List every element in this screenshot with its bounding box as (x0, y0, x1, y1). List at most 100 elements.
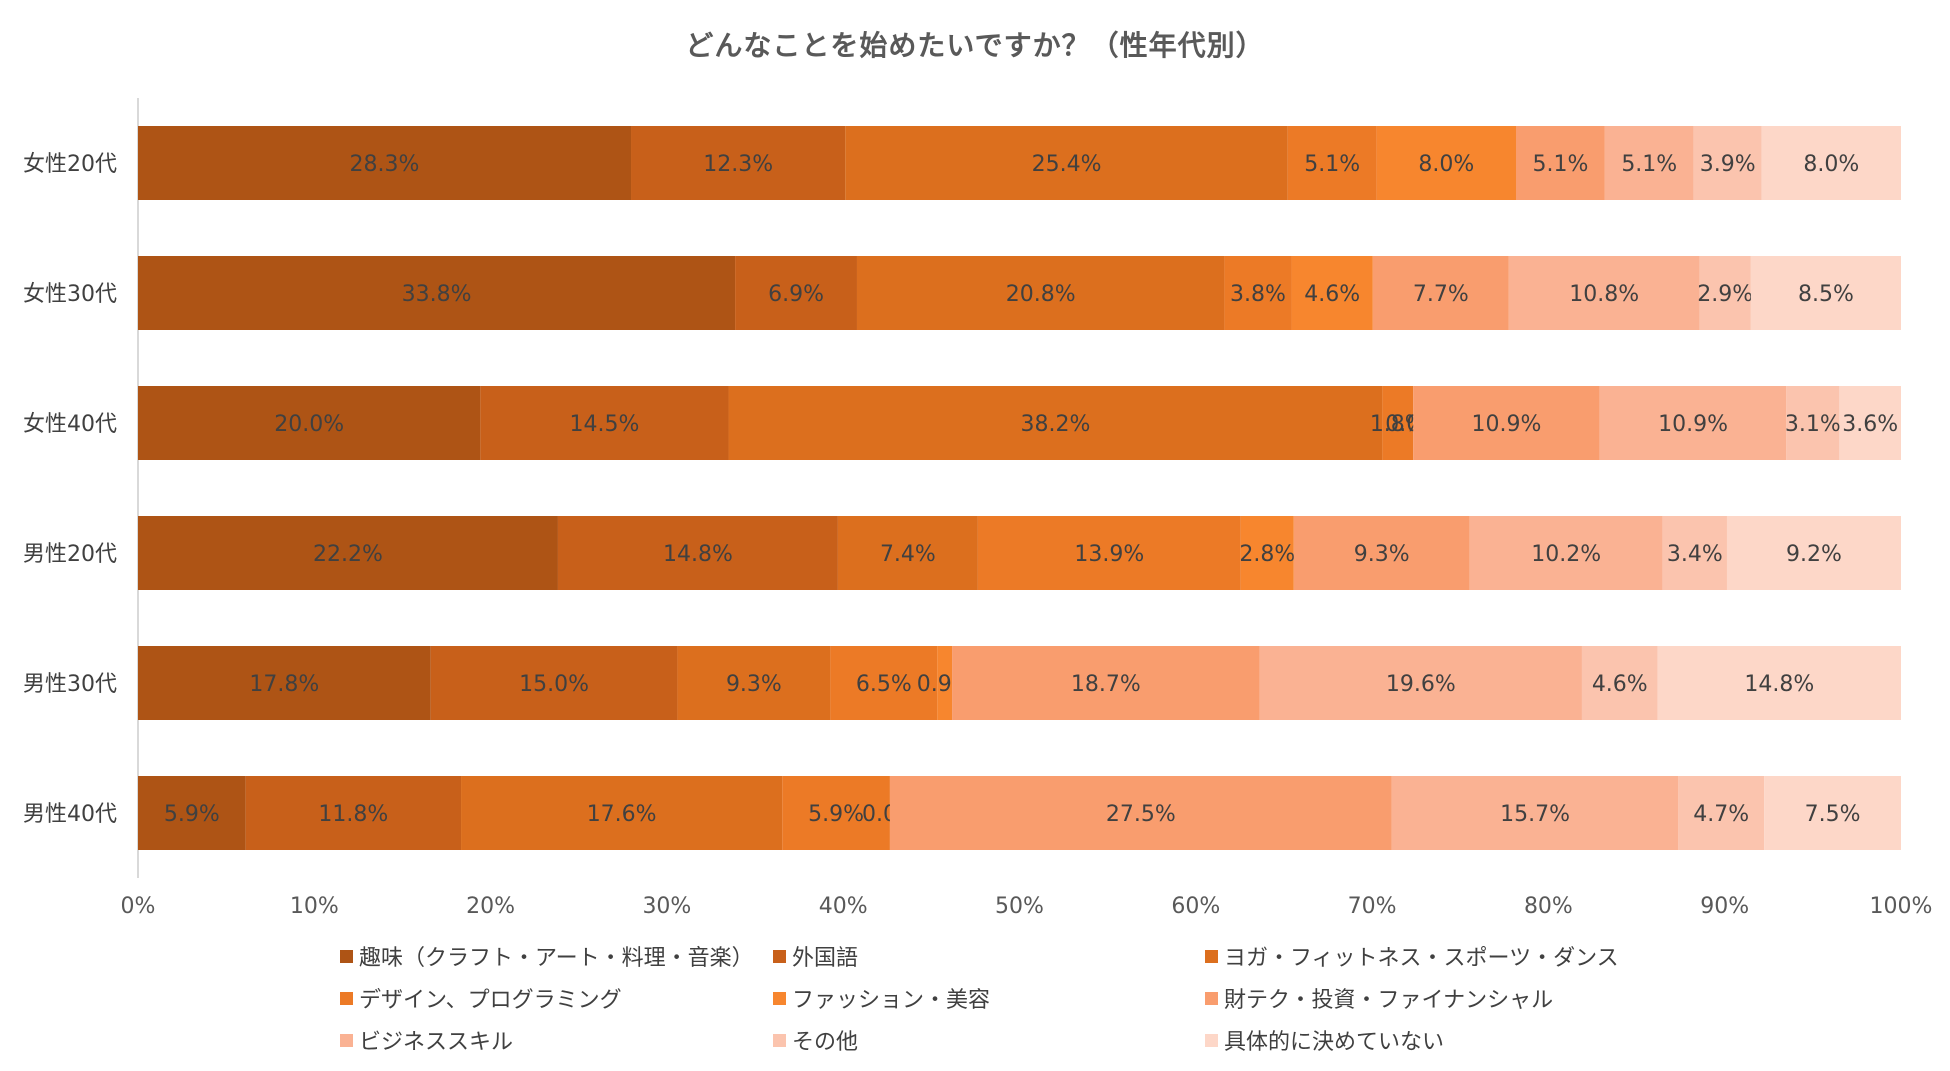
x-tick-label: 30% (642, 894, 691, 919)
data-label: 10.8% (1569, 282, 1639, 307)
data-label: 28.3% (350, 152, 420, 177)
legend-item: ファッション・美容 (773, 982, 990, 1014)
legend-label: 財テク・投資・ファイナンシャル (1224, 988, 1554, 1013)
legend-label: ビジネススキル (359, 1030, 514, 1055)
bar-segment (557, 516, 838, 590)
data-label: 5.9% (808, 802, 864, 827)
legend-swatch (340, 991, 353, 1005)
data-label: 9.3% (726, 672, 782, 697)
data-label: 7.5% (1805, 802, 1861, 827)
legend-item: ヨガ・フィットネス・スポーツ・ダンス (1205, 940, 1619, 972)
data-label: 4.6% (1592, 672, 1648, 697)
data-label: 14.8% (1744, 672, 1814, 697)
legend-label: 外国語 (792, 946, 859, 971)
bar-segment (856, 256, 1225, 330)
bar-segment (138, 386, 481, 460)
bar-segment (1291, 256, 1373, 330)
data-label: 20.0% (274, 412, 344, 437)
x-tick-label: 20% (466, 894, 515, 919)
bar-segment (1413, 386, 1600, 460)
data-label: 6.9% (768, 282, 824, 307)
data-label: 4.6% (1304, 282, 1360, 307)
bar-segment (1662, 516, 1727, 590)
bar-segment (1599, 386, 1787, 460)
category-label: 女性20代 (23, 152, 117, 177)
data-label: 3.4% (1667, 542, 1723, 567)
legend-item: デザイン、プログラミング (340, 982, 622, 1014)
category-label: 男性40代 (23, 802, 117, 827)
data-label: 3.6% (1842, 412, 1898, 437)
bar-segment (889, 776, 1392, 850)
bar-segment (735, 256, 857, 330)
data-label: 22.2% (313, 542, 383, 567)
legend-label: ヨガ・フィットネス・スポーツ・ダンス (1224, 946, 1619, 971)
bar-segment (845, 126, 1288, 200)
data-label: 9.3% (1354, 542, 1410, 567)
data-label: 5.1% (1532, 152, 1588, 177)
legend-item: 具体的に決めていない (1205, 1024, 1444, 1056)
legend-item: その他 (773, 1024, 858, 1056)
data-label: 17.8% (249, 672, 319, 697)
bar-segment (1786, 386, 1840, 460)
data-label: 8.0% (1803, 152, 1859, 177)
data-label: 5.1% (1304, 152, 1360, 177)
bar-segment (1376, 126, 1516, 200)
bar-segment (1693, 126, 1762, 200)
legend-swatch (773, 1033, 786, 1047)
bar-segment (480, 386, 729, 460)
bar-segment (1604, 126, 1694, 200)
data-label: 5.9% (164, 802, 220, 827)
bar-segment (138, 516, 558, 590)
data-label: 7.4% (880, 542, 936, 567)
data-label: 14.8% (663, 542, 733, 567)
data-label: 10.9% (1658, 412, 1728, 437)
bar-segment (1764, 776, 1901, 850)
legend-swatch (1205, 1033, 1218, 1047)
data-label: 3.8% (1230, 282, 1286, 307)
bar-segment (138, 776, 246, 850)
x-tick-label: 90% (1700, 894, 1749, 919)
bar-segment (977, 516, 1241, 590)
legend-swatch (773, 949, 786, 963)
legend-item: 財テク・投資・ファイナンシャル (1205, 982, 1553, 1014)
bar-segment (430, 646, 678, 720)
data-label: 3.1% (1785, 412, 1841, 437)
bar-segment (1678, 776, 1765, 850)
bar-segment (728, 386, 1383, 460)
x-tick-label: 50% (995, 894, 1044, 919)
data-label: 8.5% (1798, 282, 1854, 307)
bar-segment (837, 516, 978, 590)
category-label: 男性20代 (23, 542, 117, 567)
data-label: 9.2% (1786, 542, 1842, 567)
data-label: 18.7% (1071, 672, 1141, 697)
bar-segment (1761, 126, 1901, 200)
data-label: 38.2% (1020, 412, 1090, 437)
bar-segment (461, 776, 783, 850)
legend-swatch (773, 991, 786, 1005)
data-label: 10.9% (1472, 412, 1542, 437)
bar-segment (138, 256, 736, 330)
data-label: 5.1% (1621, 152, 1677, 177)
legend-label: デザイン、プログラミング (359, 988, 622, 1013)
data-label: 20.8% (1006, 282, 1076, 307)
bar-segment (1515, 126, 1605, 200)
category-label: 女性30代 (23, 282, 117, 307)
bar-segment (1699, 256, 1751, 330)
data-label: 25.4% (1032, 152, 1102, 177)
x-tick-label: 0% (121, 894, 156, 919)
bar-segment (1287, 126, 1377, 200)
bar-segment (1240, 516, 1294, 590)
bar-segment (1726, 516, 1901, 590)
x-tick-label: 80% (1524, 894, 1573, 919)
legend-swatch (340, 949, 353, 963)
data-label: 3.9% (1700, 152, 1756, 177)
bar-segment (1581, 646, 1658, 720)
data-label: 17.6% (587, 802, 657, 827)
data-label: 2.8% (1239, 542, 1295, 567)
x-tick-label: 10% (290, 894, 339, 919)
data-label: 4.7% (1693, 802, 1749, 827)
x-tick-label: 60% (1171, 894, 1220, 919)
legend-item: ビジネススキル (340, 1024, 513, 1056)
data-label: 15.0% (519, 672, 589, 697)
legend-label: 具体的に決めていない (1224, 1030, 1445, 1055)
